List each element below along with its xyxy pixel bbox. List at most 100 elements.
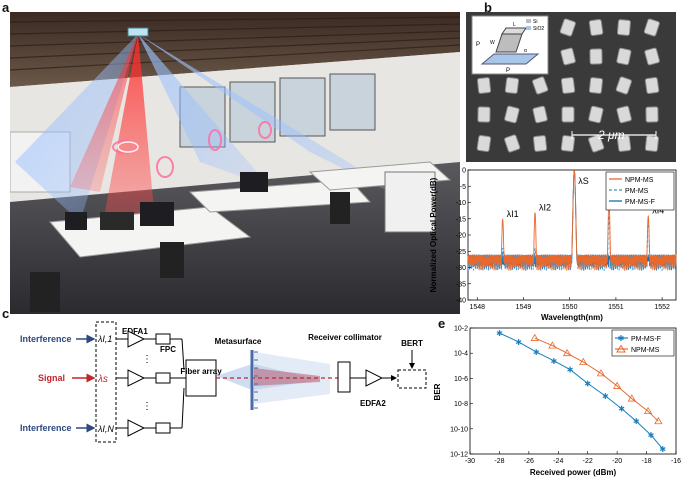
sem-pillar (588, 105, 604, 124)
x-tick-label: 1549 (516, 304, 532, 311)
ber-x-tick-label: -30 (465, 458, 475, 465)
legend-sio2: SiO2 (533, 26, 544, 32)
sem-pillar (644, 47, 660, 66)
ber-point-pm-ms-f: ✱ (515, 338, 522, 347)
bert-box (397, 369, 427, 389)
ber-chart: ✱ ✱ ✱ ✱ ✱ ✱ ✱ ✱ ✱ ✱ ✱ 10-2 10-4 10-6 10-8 10-10 10-12 -… (433, 326, 681, 477)
x-tick-label: 1551 (608, 304, 624, 311)
legend-swatch-sio2 (526, 26, 531, 30)
ber-line-npm-ms (534, 337, 659, 422)
ber-point-npm-ms (596, 369, 606, 377)
sem-pillar (588, 134, 605, 153)
dim-label-alpha: α (524, 48, 527, 54)
bert-label: BERT (401, 339, 423, 348)
sem-pillar (645, 106, 659, 123)
x-tick-label: 1548 (469, 304, 485, 311)
ber-point-pm-ms-f: ✱ (633, 417, 640, 426)
sem-pillar (643, 18, 660, 37)
dots-lower: ⋮ (142, 401, 152, 412)
ber-point-pm-ms-f: ✱ (584, 379, 591, 388)
sem-pillar (504, 134, 521, 153)
receiver-collimator-label: Receiver collimator (308, 333, 382, 342)
metasurface-label: Metasurface (215, 337, 262, 346)
setup-schematic: Interference Signal Interference λI,1 λs… (20, 321, 427, 443)
ber-y-tick-label: 10-12 (450, 452, 468, 459)
sem-pillar (532, 105, 548, 124)
ber-x-axis-label: Received power (dBm) (530, 468, 617, 477)
y-tick-label: -20 (456, 233, 466, 240)
ber-x-tick-label: -18 (642, 458, 652, 465)
y-axis-label: Normalized Optical Power(dB) (430, 177, 438, 292)
y-tick-label: -10 (456, 200, 466, 207)
scale-bar-label: 2 μm (597, 128, 625, 142)
sem-image: P P W L α Si SiO2 2 μm (466, 12, 676, 162)
lambda-top: λI,1 (97, 334, 112, 344)
ber-point-pm-ms-f: ✱ (567, 366, 574, 375)
legend-npm-ms: NPM-MS (625, 177, 654, 184)
x-tick-label: 1552 (654, 304, 670, 311)
ber-x-tick-label: -28 (494, 458, 504, 465)
peak-label: λI2 (539, 202, 551, 212)
y-tick-label: -35 (456, 281, 466, 288)
ber-y-tick-label: 10-10 (450, 426, 468, 433)
legend-pm-ms: PM-MS (625, 188, 649, 195)
ber-legend-pm-ms-f: PM-MS-F (631, 336, 661, 343)
peak-label: λS (578, 176, 589, 186)
legend-swatch-si (526, 19, 531, 23)
sem-pillar (504, 77, 520, 94)
ber-x-tick-label: -26 (524, 458, 534, 465)
ber-x-tick-label: -22 (583, 458, 593, 465)
lambda-bottom: λI,N (97, 424, 114, 434)
dots-upper: ⋮ (142, 354, 152, 365)
peak-label: λI4 (652, 206, 664, 216)
sem-pillar (560, 77, 576, 94)
ber-x-tick-label: -24 (553, 458, 563, 465)
ber-point-npm-ms (654, 416, 663, 425)
sem-pillar (504, 105, 520, 124)
x-tick-label: 1550 (562, 304, 578, 311)
dim-label-w: W (490, 40, 495, 46)
panel-letter-e: e (438, 316, 446, 331)
sem-pillar (560, 135, 576, 152)
office-rendering (10, 12, 460, 314)
sem-pillar (615, 76, 632, 95)
dim-label-p: P (476, 42, 480, 48)
spectrum-chart: 0 -5 -10 -15 -20 -25 -30 -35 -40 1548 1549 1550 155… (430, 168, 677, 322)
ber-y-axis-label: BER (433, 383, 442, 400)
sem-pillar (559, 18, 576, 37)
receiver-collimator-box (337, 361, 351, 393)
ber-point-pm-ms-f: ✱ (602, 392, 609, 401)
ber-point-pm-ms-f: ✱ (551, 357, 558, 366)
sem-pillar (476, 134, 492, 152)
sem-pillar (588, 18, 604, 36)
ber-line-pm-ms-f (499, 332, 664, 450)
edfa2-label: EDFA2 (360, 399, 386, 408)
laser-source-box (95, 321, 117, 443)
legend-si: Si (533, 19, 537, 25)
ber-point-pm-ms-f: ✱ (618, 405, 625, 414)
edfa1-label: EDFA1 (122, 327, 148, 336)
spectrum-series-npm-ms (467, 170, 677, 271)
sem-pillar (616, 135, 632, 152)
sem-pillar (588, 77, 604, 94)
signal-label: Signal (38, 373, 65, 383)
fiber-array-label: Fiber array (180, 367, 222, 376)
y-tick-label: -25 (456, 249, 466, 256)
sem-pillar (644, 135, 660, 152)
ber-y-tick-label: 10-6 (454, 376, 468, 383)
panel-letter-b: b (484, 0, 492, 15)
y-tick-label: -40 (456, 298, 466, 305)
ber-point-pm-ms-f: ✱ (648, 431, 655, 440)
peak-label: λI1 (507, 209, 519, 219)
interference-bottom-label: Interference (20, 423, 72, 433)
legend-pm-ms-f: PM-MS-F (625, 199, 655, 206)
sem-pillar (616, 19, 631, 36)
svg-text:✱: ✱ (618, 334, 625, 343)
dim-label-p-bottom: P (506, 68, 510, 74)
ber-legend-npm-ms: NPM-MS (631, 347, 660, 354)
sem-pillar (532, 76, 549, 95)
sem-pillar (589, 48, 603, 65)
ber-point-pm-ms-f: ✱ (533, 348, 540, 357)
ber-y-tick-label: 10-4 (454, 351, 468, 358)
y-tick-label: -30 (456, 265, 466, 272)
